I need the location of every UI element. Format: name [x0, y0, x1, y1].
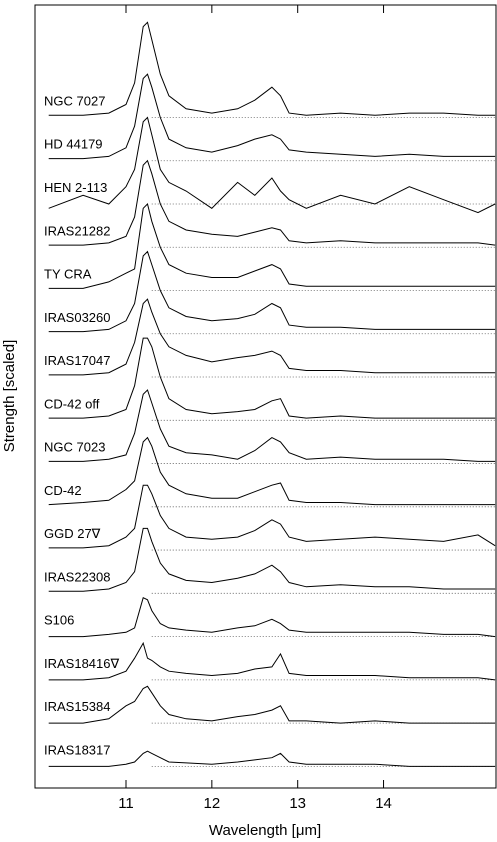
series-label: IRAS15384 — [44, 699, 111, 714]
series-label: NGC 7027 — [44, 93, 105, 108]
spectrum-line — [48, 436, 496, 506]
series-label: GGD 27∇ — [44, 526, 101, 541]
series-label: IRAS03260 — [44, 310, 111, 325]
spectrum-line — [48, 203, 496, 289]
series-label: IRAS18416∇ — [44, 656, 119, 671]
series-label: IRAS17047 — [44, 353, 111, 368]
x-axis-label: Wavelength [μm] — [209, 822, 321, 839]
spectrum-line — [48, 527, 496, 592]
spectrum-line — [48, 685, 496, 724]
series-label: CD-42 off — [44, 396, 100, 411]
spectrum-line — [48, 389, 496, 462]
series-label: NGC 7023 — [44, 440, 105, 455]
spectrum-line — [48, 298, 496, 376]
series-label: HD 44179 — [44, 137, 103, 152]
series-label: IRAS21282 — [44, 223, 111, 238]
x-tick-label: 12 — [204, 795, 221, 812]
spectrum-line — [48, 484, 496, 549]
x-tick-label: 14 — [375, 795, 392, 812]
spectrum-line — [48, 21, 496, 116]
y-axis-label: Strength [scaled] — [1, 340, 18, 453]
series-label: HEN 2-113 — [44, 180, 107, 195]
spectrum-line — [48, 116, 496, 214]
spectrum-line — [48, 596, 496, 638]
spectrum-line — [48, 73, 496, 160]
series-label: TY CRA — [44, 267, 92, 282]
series-label: IRAS22308 — [44, 569, 111, 584]
x-tick-label: 11 — [118, 795, 134, 812]
spectrum-line — [48, 750, 496, 767]
spectrum-line — [48, 159, 496, 246]
spectrum-line — [48, 250, 496, 333]
series-label: S106 — [44, 613, 74, 628]
spectrum-line — [48, 641, 496, 681]
plot-frame — [34, 4, 497, 789]
spectrum-line — [48, 337, 496, 419]
series-label: IRAS18317 — [44, 742, 111, 757]
series-label: CD-42 — [44, 483, 82, 498]
x-tick-label: 13 — [289, 795, 306, 812]
